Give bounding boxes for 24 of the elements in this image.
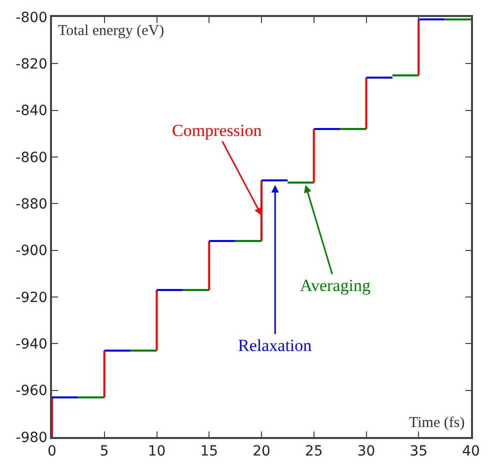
y-axis-title: Total energy (eV) bbox=[58, 23, 164, 39]
y-tick-label: -920 bbox=[16, 290, 48, 306]
x-tick-label: 30 bbox=[357, 444, 376, 460]
y-tick-label: -800 bbox=[16, 10, 48, 26]
x-tick-label: 25 bbox=[304, 444, 323, 460]
annotation: Averaging bbox=[300, 276, 371, 295]
x-tick-label: 5 bbox=[100, 444, 109, 460]
x-tick-label: 15 bbox=[200, 444, 218, 460]
annotation: Relaxation bbox=[238, 336, 312, 355]
x-tick-label: 10 bbox=[148, 444, 166, 460]
annotation: Compression bbox=[172, 121, 262, 140]
x-tick-label: 35 bbox=[410, 444, 428, 460]
y-tick-label: -940 bbox=[16, 336, 48, 353]
x-tick-label: 40 bbox=[462, 444, 480, 460]
x-axis-title: Time (fs) bbox=[409, 415, 465, 431]
y-tick-label: -980 bbox=[16, 430, 48, 446]
y-tick-label: -900 bbox=[16, 243, 48, 260]
y-tick-label: -960 bbox=[16, 383, 48, 400]
y-tick-label: -880 bbox=[16, 196, 48, 213]
y-tick-label: -820 bbox=[16, 56, 48, 73]
x-tick-label: 0 bbox=[48, 444, 56, 460]
y-tick-label: -860 bbox=[16, 150, 48, 166]
y-tick-label: -840 bbox=[16, 103, 48, 120]
x-tick-label: 20 bbox=[252, 444, 270, 460]
